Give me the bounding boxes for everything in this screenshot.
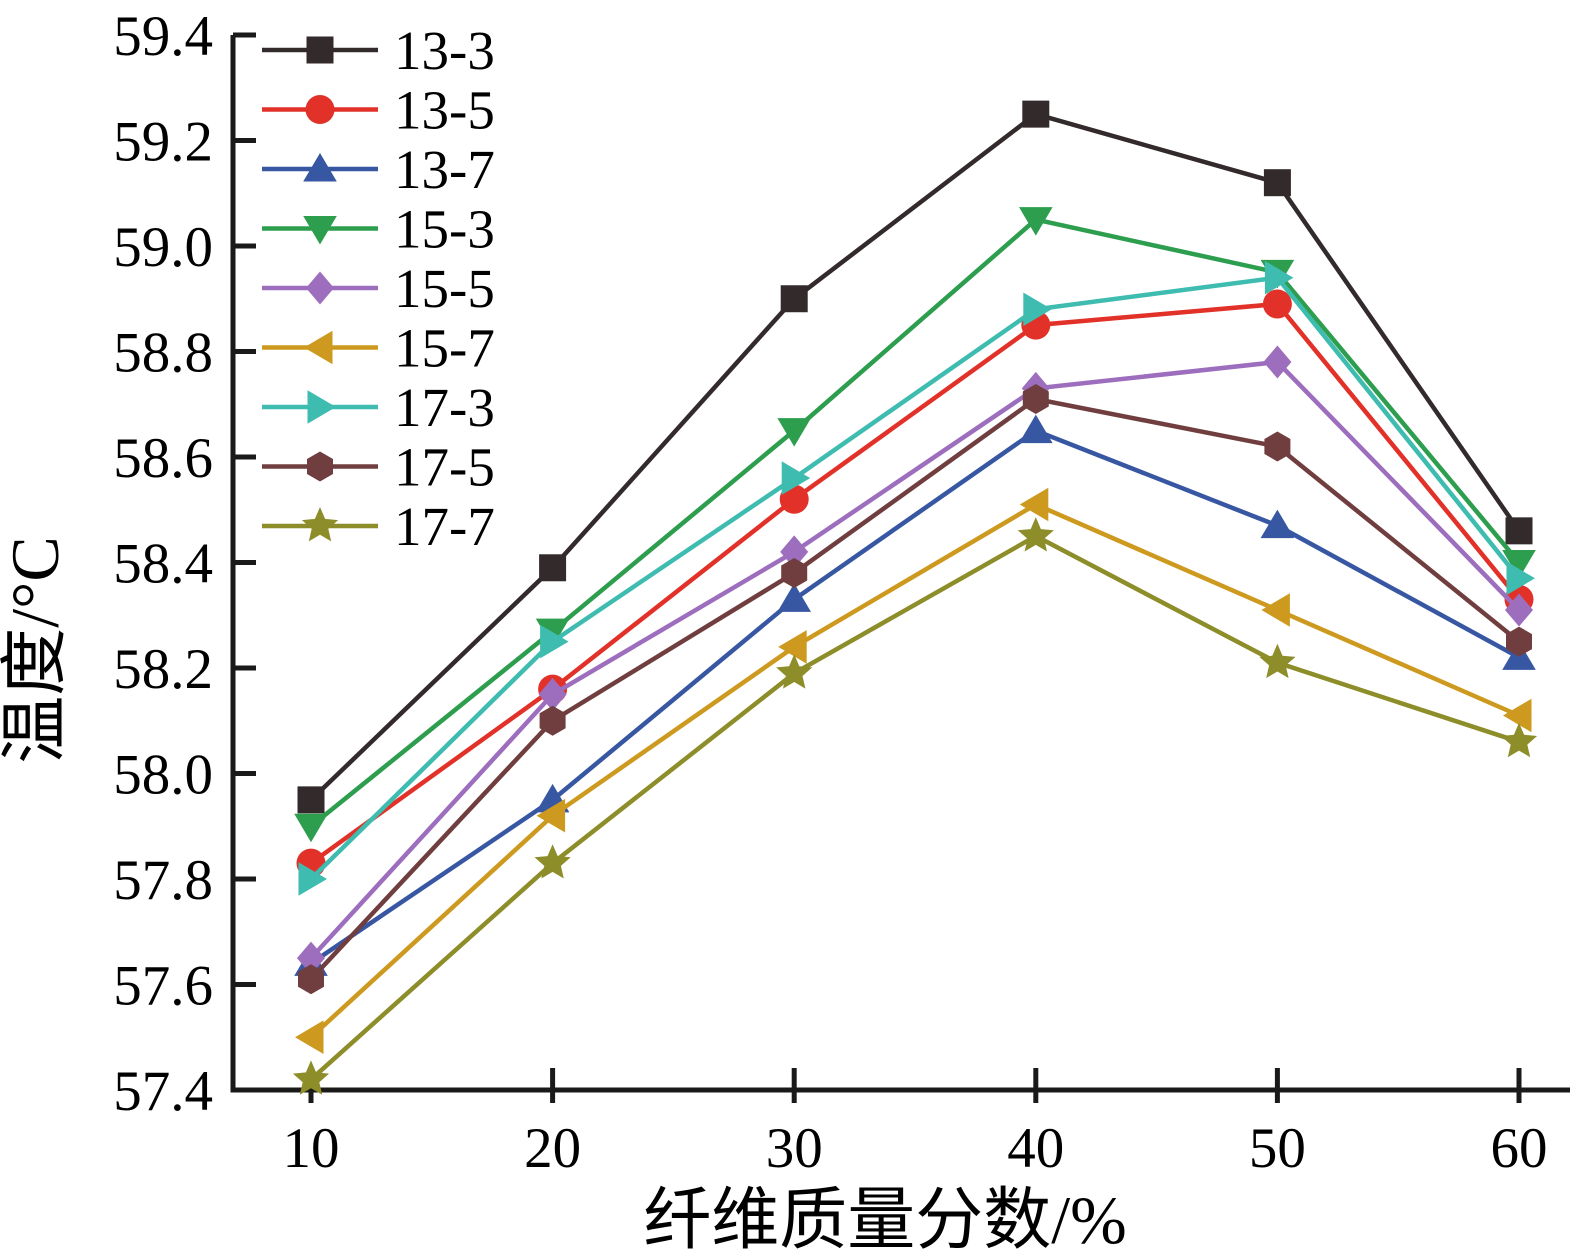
marker-17-5-x30 — [781, 558, 808, 588]
marker-13-3-x50 — [1263, 169, 1291, 197]
x-axis-title: 纤维质量分数/% — [643, 1182, 1127, 1258]
marker-13-5-x30 — [779, 484, 809, 514]
marker-17-5-x60 — [1506, 626, 1532, 657]
legend-label-17-7: 17-7 — [394, 496, 495, 557]
y-tick-label-59.2: 59.2 — [113, 111, 213, 174]
marker-17-3-x10 — [298, 862, 327, 896]
y-tick-label-58.0: 58.0 — [113, 744, 213, 807]
marker-17-3-x40 — [1023, 292, 1052, 327]
marker-15-7-x50 — [1261, 593, 1290, 627]
marker-15-7-x30 — [778, 630, 807, 664]
marker-17-3-x50 — [1264, 260, 1294, 295]
marker-15-5-x60 — [1505, 593, 1533, 627]
legend-marker-15-5 — [306, 271, 334, 305]
x-tick-label-30: 30 — [766, 1117, 823, 1180]
y-tick-label-59.0: 59.0 — [113, 216, 213, 279]
marker-17-5-x50 — [1264, 431, 1291, 462]
marker-15-7-x10 — [295, 1020, 324, 1054]
legend-label-17-5: 17-5 — [394, 437, 495, 498]
y-tick-label-58.2: 58.2 — [113, 638, 213, 701]
series-line-13-5 — [309, 301, 1521, 866]
legend-marker-15-7 — [304, 330, 333, 365]
legend-marker-15-3 — [303, 216, 337, 245]
legend-label-13-5: 13-5 — [394, 80, 495, 141]
marker-17-3-x30 — [781, 461, 811, 495]
marker-15-7-x40 — [1019, 487, 1049, 522]
marker-13-3-x60 — [1505, 517, 1533, 545]
marker-17-3-x20 — [540, 624, 569, 659]
marker-15-3-x30 — [777, 418, 811, 447]
legend-label-15-3: 15-3 — [394, 199, 495, 260]
marker-15-5-x50 — [1263, 345, 1292, 379]
legend-label-17-3: 17-3 — [394, 377, 495, 438]
marker-13-3-x10 — [297, 786, 325, 814]
series-line-17-7 — [309, 533, 1520, 1082]
x-tick-label-10: 10 — [283, 1117, 340, 1180]
y-tick-label-57.6: 57.6 — [113, 955, 213, 1018]
legend-marker-17-7 — [301, 507, 339, 542]
series-line-15-5 — [309, 359, 1521, 960]
x-tick-label-50: 50 — [1249, 1117, 1306, 1180]
y-tick-label-59.4: 59.4 — [113, 5, 213, 68]
series-line-13-7 — [309, 428, 1521, 966]
marker-13-3-x40 — [1022, 100, 1050, 128]
legend-marker-17-3 — [307, 390, 336, 424]
marker-17-3-x60 — [1506, 561, 1535, 596]
marker-17-7-x20 — [534, 844, 571, 879]
legend-label-15-5: 15-5 — [394, 258, 495, 319]
marker-15-3-x10 — [294, 813, 328, 843]
marker-17-5-x10 — [298, 964, 324, 995]
marker-13-7-x50 — [1260, 509, 1295, 539]
legend-marker-13-3 — [306, 36, 334, 64]
series-line-15-7 — [309, 501, 1520, 1039]
marker-15-7-x20 — [536, 798, 566, 833]
marker-15-3-x60 — [1502, 550, 1536, 579]
y-axis-title: 温度/°C — [0, 536, 73, 763]
marker-17-5-x40 — [1022, 384, 1049, 414]
legend-marker-13-7 — [303, 153, 337, 182]
marker-17-7-x10 — [292, 1060, 330, 1095]
marker-17-7-x40 — [1017, 517, 1054, 552]
marker-17-7-x50 — [1259, 643, 1296, 679]
x-tick-label-40: 40 — [1007, 1117, 1064, 1180]
y-tick-label-58.8: 58.8 — [113, 322, 213, 385]
legend-marker-17-5 — [307, 451, 333, 482]
marker-13-7-x40 — [1019, 414, 1053, 444]
marker-15-5-x30 — [780, 535, 809, 569]
marker-15-7-x60 — [1503, 698, 1532, 733]
y-tick-label-58.4: 58.4 — [113, 533, 213, 596]
series-line-17-3 — [309, 275, 1521, 881]
y-tick-label-57.4: 57.4 — [113, 1060, 213, 1123]
marker-13-7-x30 — [777, 583, 811, 612]
legend-label-13-3: 13-3 — [394, 20, 495, 81]
marker-13-5-x50 — [1262, 289, 1292, 319]
marker-17-5-x20 — [539, 705, 566, 736]
series-line-17-5 — [309, 396, 1521, 981]
series-line-15-3 — [309, 217, 1521, 829]
marker-13-3-x30 — [780, 285, 808, 313]
x-tick-label-20: 20 — [524, 1117, 581, 1180]
marker-17-7-x30 — [776, 654, 813, 689]
x-tick-label-60: 60 — [1491, 1117, 1548, 1180]
marker-15-5-x20 — [538, 677, 567, 711]
legend-label-15-7: 15-7 — [394, 318, 495, 379]
y-tick-label-58.6: 58.6 — [113, 427, 213, 490]
y-tick-label-57.8: 57.8 — [113, 849, 213, 912]
marker-13-3-x20 — [539, 554, 567, 582]
marker-15-5-x10 — [297, 941, 325, 975]
marker-15-3-x40 — [1019, 207, 1053, 236]
series-line-13-3 — [309, 111, 1521, 802]
legend-marker-13-5 — [305, 95, 335, 124]
marker-17-7-x60 — [1500, 722, 1538, 758]
legend-label-13-7: 13-7 — [394, 139, 495, 200]
